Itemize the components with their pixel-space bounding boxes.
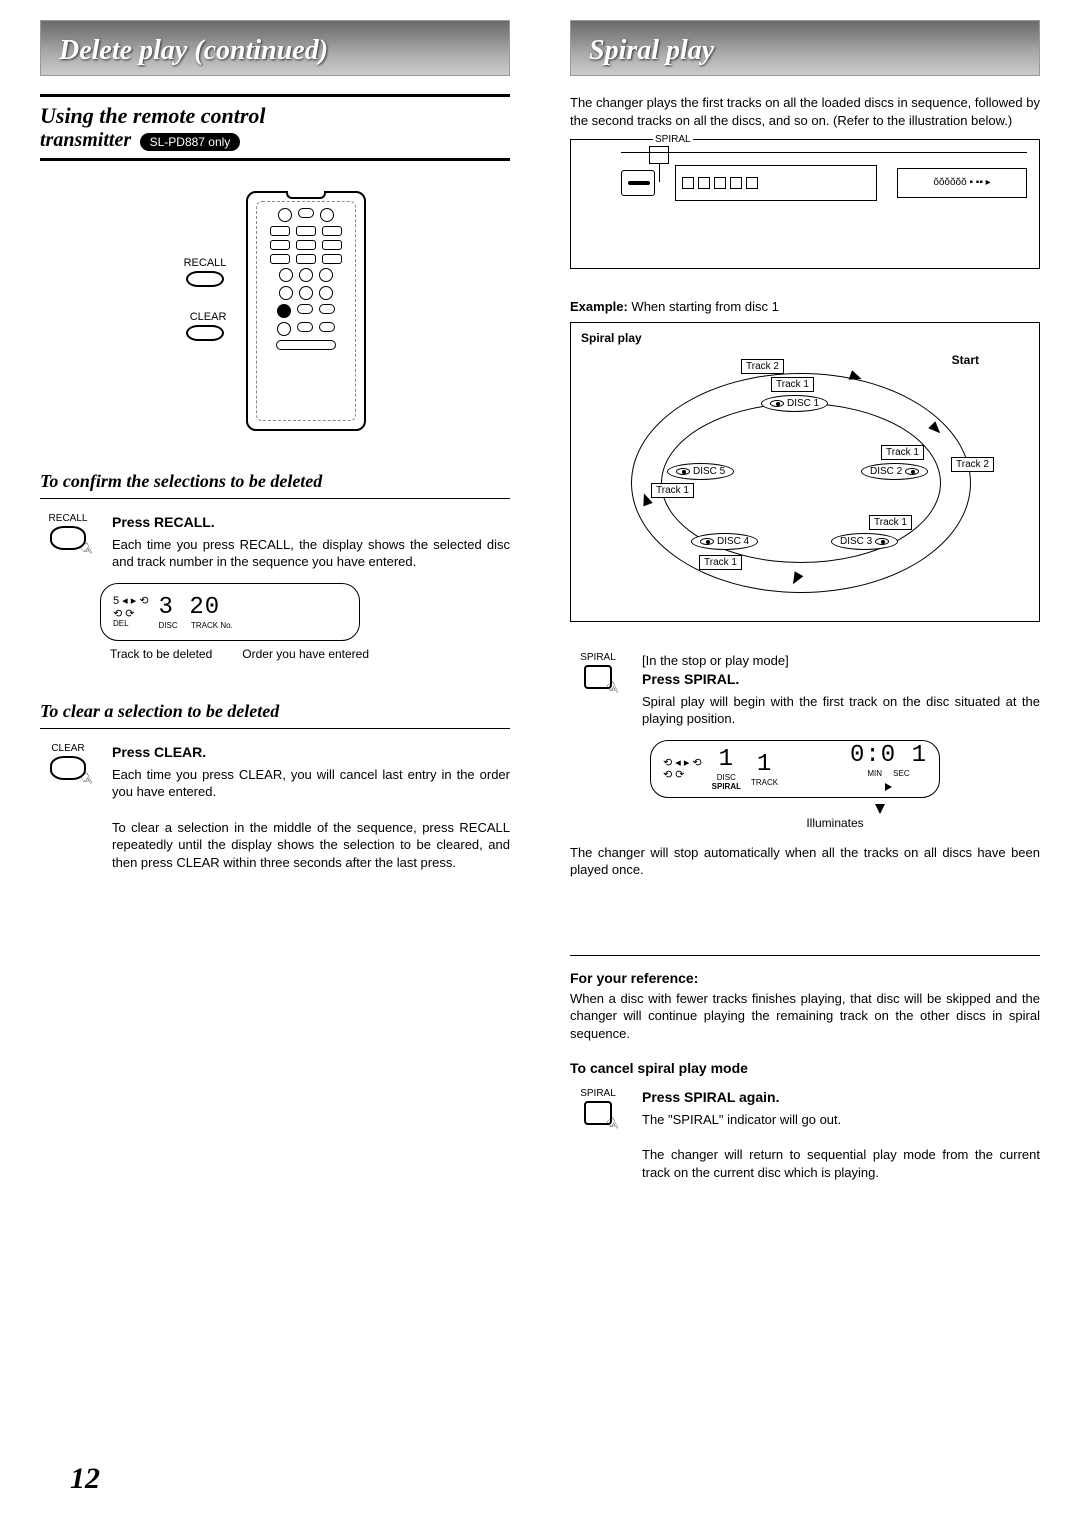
reference-body: When a disc with fewer tracks finishes p… xyxy=(570,990,1040,1043)
right-column: Spiral play The changer plays the first … xyxy=(570,20,1040,1181)
clear-button-icon xyxy=(186,325,224,341)
clear-label: CLEAR xyxy=(190,311,227,323)
divider xyxy=(40,158,510,161)
deck-diagram: SPIRAL ŏŏŏŏŏŏ ▪ ▪▪ ▸ xyxy=(570,139,1040,269)
cancel-step-icon: SPIRAL ☟ xyxy=(570,1088,626,1181)
banner-right-title: Spiral play xyxy=(589,35,1021,67)
banner-right: Spiral play xyxy=(570,20,1040,76)
banner-left-title: Delete play (continued) xyxy=(59,35,491,67)
recall-step-icon: RECALL ☟ xyxy=(40,513,96,571)
spiral-diagram: Spiral play Start DISC 1 DISC 2 DISC 3 D… xyxy=(570,322,1040,622)
display-panel-recall: 5 ◂ ▸ ⟲⟲ ⟳DEL 3 20 DISC TRACK No. xyxy=(100,583,360,641)
recall-label: RECALL xyxy=(184,257,227,269)
spiral-intro: The changer plays the first tracks on al… xyxy=(570,94,1040,129)
finger-icon: ☟ xyxy=(604,1114,622,1136)
recall-button-icon xyxy=(186,271,224,287)
reference-title: For your reference: xyxy=(570,970,1040,986)
remote-illustration: RECALL CLEAR xyxy=(40,191,510,431)
left-column: Delete play (continued) Using the remote… xyxy=(40,20,510,1181)
divider xyxy=(40,94,510,97)
banner-left: Delete play (continued) xyxy=(40,20,510,76)
example-label: Example: When starting from disc 1 xyxy=(570,299,1040,314)
confirm-title: To confirm the selections to be deleted xyxy=(40,471,510,492)
clear-body1: Each time you press CLEAR, you will canc… xyxy=(112,766,510,801)
press-recall: Press RECALL. xyxy=(112,513,510,532)
spiral-after: The changer will stop automatically when… xyxy=(570,844,1040,879)
model-pill: SL-PD887 only xyxy=(140,133,241,151)
caption-track-deleted: Track to be deleted xyxy=(110,647,212,661)
cancel-body1: The "SPIRAL" indicator will go out. xyxy=(642,1111,1040,1129)
cancel-title: To cancel spiral play mode xyxy=(570,1060,1040,1076)
clear-step-icon: CLEAR ☟ xyxy=(40,743,96,871)
finger-icon: ☟ xyxy=(78,539,96,561)
finger-icon: ☟ xyxy=(604,678,622,700)
press-clear: Press CLEAR. xyxy=(112,743,510,762)
press-spiral: Press SPIRAL. xyxy=(642,670,1040,689)
display-panel-spiral: ⟲ ◂ ▸ ⟲⟲ ⟳ 1 DISC SPIRAL 1 TRACK 0:0 1 M… xyxy=(650,740,940,798)
illuminates-label: Illuminates xyxy=(630,816,1040,830)
spiral-step-icon: SPIRAL ☟ xyxy=(570,652,626,728)
finger-icon: ☟ xyxy=(78,769,96,791)
recall-body: Each time you press RECALL, the display … xyxy=(112,536,510,571)
caption-order: Order you have entered xyxy=(242,647,369,661)
press-spiral-again: Press SPIRAL again. xyxy=(642,1088,1040,1107)
page-number: 12 xyxy=(70,1462,100,1496)
clear-body2: To clear a selection in the middle of th… xyxy=(112,819,510,872)
section-heading: Using the remote control transmitter SL-… xyxy=(40,103,510,152)
remote-body xyxy=(246,191,366,431)
cancel-body2: The changer will return to sequential pl… xyxy=(642,1146,1040,1181)
spiral-mode: [In the stop or play mode] xyxy=(642,652,1040,670)
clear-title: To clear a selection to be deleted xyxy=(40,701,510,722)
spiral-body: Spiral play will begin with the first tr… xyxy=(642,693,1040,728)
